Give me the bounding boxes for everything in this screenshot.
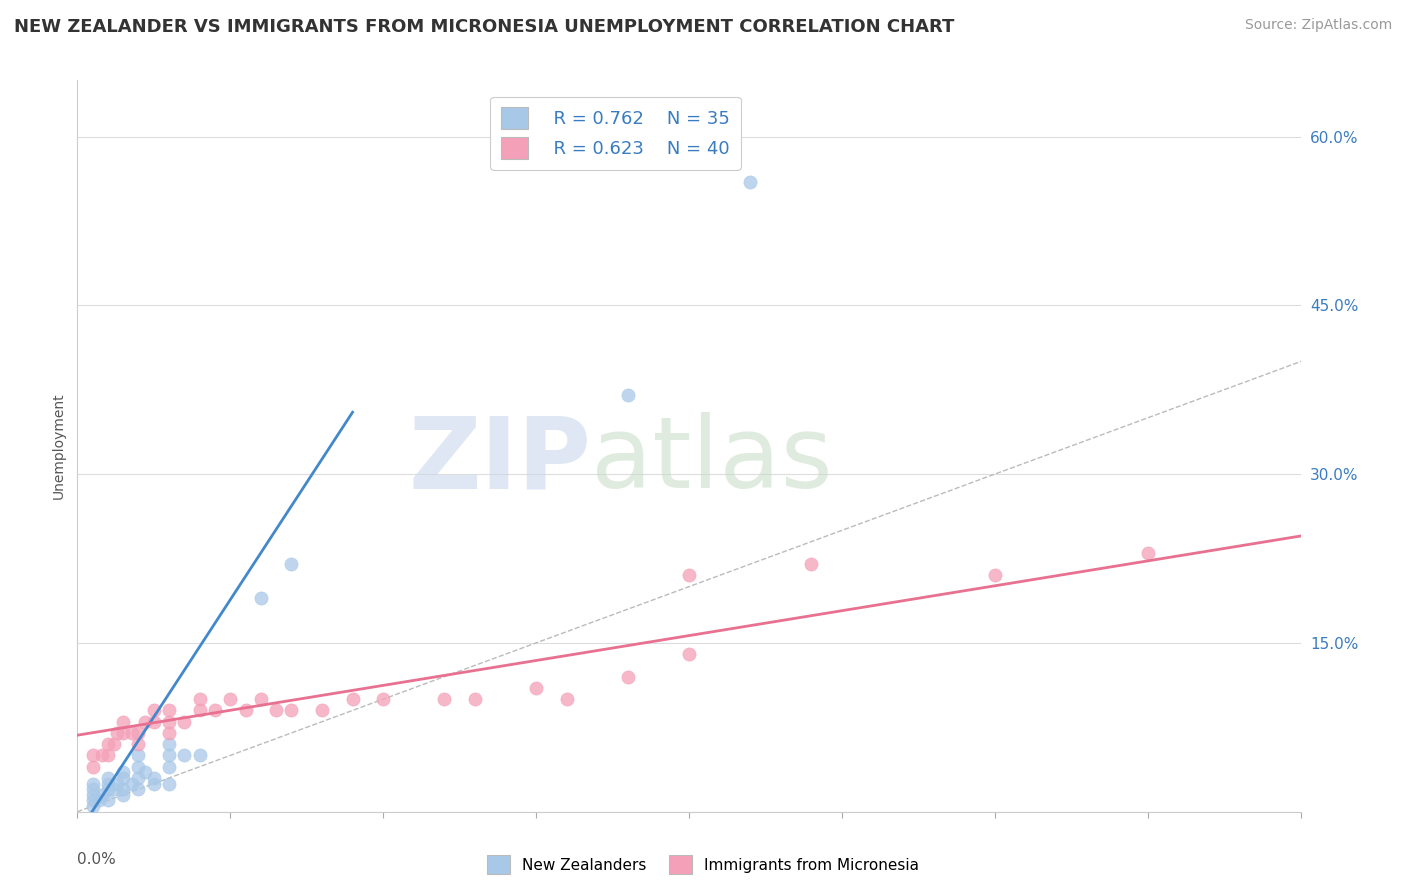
- Point: [103, 737, 125, 751]
- Point: [219, 692, 242, 706]
- Point: [112, 788, 135, 802]
- Text: Source: ZipAtlas.com: Source: ZipAtlas.com: [1244, 18, 1392, 32]
- Point: [157, 726, 180, 740]
- Point: [1136, 546, 1159, 560]
- Point: [121, 726, 143, 740]
- Point: [121, 776, 143, 790]
- Point: [250, 591, 273, 605]
- Point: [235, 703, 257, 717]
- Point: [157, 714, 180, 729]
- Point: [740, 175, 762, 189]
- Point: [280, 557, 302, 571]
- Point: [157, 776, 180, 790]
- Point: [157, 748, 180, 763]
- Point: [127, 782, 149, 797]
- Point: [678, 647, 700, 661]
- Point: [678, 568, 700, 582]
- Point: [433, 692, 456, 706]
- Y-axis label: Unemployment: Unemployment: [52, 392, 66, 500]
- Point: [188, 692, 211, 706]
- Point: [617, 670, 640, 684]
- Point: [112, 782, 135, 797]
- Point: [82, 776, 104, 790]
- Point: [188, 703, 211, 717]
- Point: [617, 388, 640, 402]
- Point: [142, 703, 165, 717]
- Point: [464, 692, 486, 706]
- Point: [97, 737, 120, 751]
- Point: [97, 748, 120, 763]
- Text: NEW ZEALANDER VS IMMIGRANTS FROM MICRONESIA UNEMPLOYMENT CORRELATION CHART: NEW ZEALANDER VS IMMIGRANTS FROM MICRONE…: [14, 18, 955, 36]
- Point: [97, 776, 120, 790]
- Point: [82, 782, 104, 797]
- Point: [127, 737, 149, 751]
- Point: [280, 703, 302, 717]
- Point: [342, 692, 364, 706]
- Point: [82, 760, 104, 774]
- Point: [984, 568, 1007, 582]
- Point: [112, 714, 135, 729]
- Point: [82, 799, 104, 814]
- Text: atlas: atlas: [591, 412, 832, 509]
- Point: [134, 765, 156, 780]
- Point: [82, 748, 104, 763]
- Point: [157, 737, 180, 751]
- Point: [311, 703, 333, 717]
- Point: [97, 771, 120, 785]
- Point: [105, 726, 128, 740]
- Point: [204, 703, 226, 717]
- Point: [250, 692, 273, 706]
- Point: [112, 765, 135, 780]
- Point: [142, 776, 165, 790]
- Point: [112, 726, 135, 740]
- Point: [157, 703, 180, 717]
- Point: [157, 760, 180, 774]
- Legend:   R = 0.762    N = 35,   R = 0.623    N = 40: R = 0.762 N = 35, R = 0.623 N = 40: [491, 96, 741, 169]
- Point: [142, 771, 165, 785]
- Point: [105, 776, 128, 790]
- Point: [524, 681, 547, 695]
- Point: [90, 748, 112, 763]
- Point: [112, 771, 135, 785]
- Point: [127, 748, 149, 763]
- Point: [173, 714, 195, 729]
- Point: [97, 782, 120, 797]
- Point: [264, 703, 287, 717]
- Point: [173, 748, 195, 763]
- Point: [800, 557, 823, 571]
- Point: [555, 692, 578, 706]
- Point: [87, 793, 110, 807]
- Point: [82, 788, 104, 802]
- Point: [127, 760, 149, 774]
- Point: [142, 714, 165, 729]
- Point: [82, 793, 104, 807]
- Point: [127, 726, 149, 740]
- Point: [134, 714, 156, 729]
- Point: [371, 692, 394, 706]
- Point: [90, 788, 112, 802]
- Point: [188, 748, 211, 763]
- Point: [97, 793, 120, 807]
- Text: 0.0%: 0.0%: [77, 852, 117, 867]
- Point: [127, 771, 149, 785]
- Legend: New Zealanders, Immigrants from Micronesia: New Zealanders, Immigrants from Micrones…: [481, 849, 925, 880]
- Text: ZIP: ZIP: [408, 412, 591, 509]
- Point: [103, 782, 125, 797]
